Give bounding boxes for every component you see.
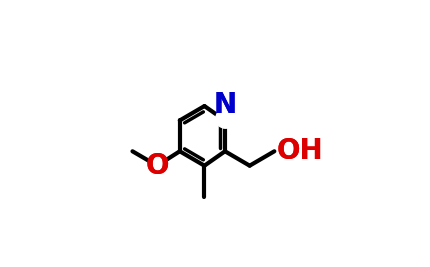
Text: N: N <box>213 91 236 119</box>
Text: O: O <box>145 152 169 180</box>
Text: OH: OH <box>276 137 322 165</box>
Text: N: N <box>213 91 236 119</box>
Text: OH: OH <box>276 137 322 165</box>
Text: O: O <box>145 152 169 180</box>
